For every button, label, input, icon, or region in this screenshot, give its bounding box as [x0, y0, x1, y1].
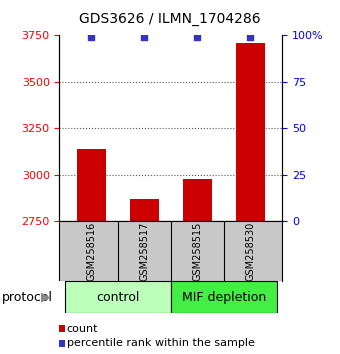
Text: ▶: ▶	[41, 291, 51, 304]
Text: GDS3626 / ILMN_1704286: GDS3626 / ILMN_1704286	[79, 12, 261, 27]
Text: control: control	[96, 291, 139, 304]
Text: GSM258517: GSM258517	[139, 222, 149, 281]
Text: count: count	[67, 324, 98, 333]
Text: percentile rank within the sample: percentile rank within the sample	[67, 338, 255, 348]
Text: MIF depletion: MIF depletion	[182, 291, 266, 304]
Text: GSM258515: GSM258515	[192, 222, 202, 281]
Point	[89, 34, 94, 40]
Point	[194, 34, 200, 40]
Bar	[77, 149, 106, 221]
Point	[142, 34, 147, 40]
Bar	[65, 281, 171, 313]
Point	[248, 34, 253, 40]
Bar	[171, 281, 277, 313]
Text: GSM258516: GSM258516	[86, 222, 96, 281]
Bar	[130, 199, 159, 221]
Text: GSM258530: GSM258530	[245, 222, 255, 281]
Bar	[236, 43, 265, 221]
Bar	[183, 178, 212, 221]
Text: protocol: protocol	[2, 291, 53, 304]
